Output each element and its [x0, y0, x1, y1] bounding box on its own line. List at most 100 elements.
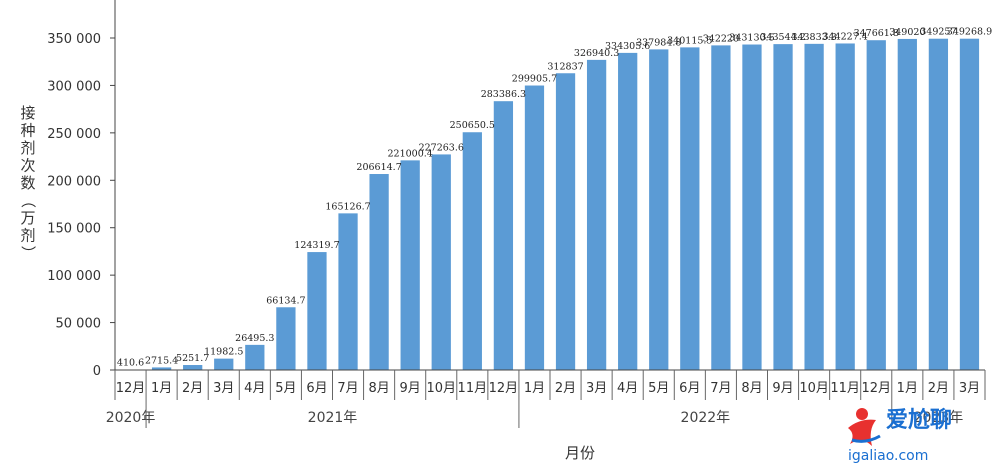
bar — [804, 43, 824, 371]
x-tick-label: 2月 — [182, 381, 203, 396]
data-label: 2715.4 — [145, 355, 178, 366]
y-axis-title-char: 接 — [20, 104, 35, 122]
bar — [897, 38, 917, 371]
bar — [400, 160, 420, 370]
data-label: 334305.6 — [605, 41, 650, 52]
x-tick-label: 11月 — [458, 381, 488, 396]
bar — [959, 38, 980, 370]
bar — [307, 252, 327, 370]
x-tick-label: 10月 — [426, 381, 456, 396]
data-label: 349268.9 — [947, 27, 992, 38]
x-tick-label: 9月 — [400, 381, 421, 396]
y-axis-title-char: 种 — [20, 122, 35, 140]
y-axis-title-char: 数 — [20, 174, 35, 192]
y-tick-label: 300 000 — [47, 79, 101, 94]
x-tick-label: 7月 — [337, 381, 358, 396]
x-tick-label: 6月 — [306, 381, 327, 396]
watermark-logo-icon — [848, 408, 881, 446]
y-tick-label: 0 — [93, 364, 101, 379]
data-label: 343544.2 — [760, 32, 805, 43]
y-tick-label: 100 000 — [47, 269, 101, 284]
bar — [151, 367, 172, 370]
y-axis-title-char: 剂 — [20, 139, 35, 157]
bar — [183, 365, 203, 370]
x-axis: 12月 1月 2月 3月 4月 5月 6月 7月 8月 9月 10月 11月 12月 1月 2月 3月 4月 5月… — [106, 369, 986, 428]
data-label: 326940.3 — [574, 48, 619, 59]
x-tick-label: 7月 — [710, 381, 731, 396]
x-tick-label: 5月 — [275, 381, 296, 396]
bar — [462, 132, 482, 370]
x-tick-label: 8月 — [741, 381, 762, 396]
x-tick-label: 2月 — [555, 381, 576, 396]
data-label: 227263.6 — [419, 142, 464, 153]
y-tick-label: 150 000 — [47, 222, 101, 237]
bar — [524, 85, 545, 371]
bar — [928, 38, 949, 371]
year-label: 2023年 — [914, 410, 964, 426]
x-tick-label: 3月 — [959, 381, 980, 396]
bar — [493, 101, 514, 370]
data-label: 349257 — [920, 27, 956, 38]
bar — [773, 44, 793, 371]
bar — [649, 49, 669, 370]
bar — [742, 44, 762, 371]
x-tick-label: 11月 — [830, 381, 860, 396]
x-tick-label: 1月 — [524, 381, 545, 396]
data-label: 344227.4 — [823, 31, 868, 42]
x-tick-label: 2月 — [928, 381, 949, 396]
data-label: 206614.7 — [356, 162, 401, 173]
bar — [431, 154, 451, 370]
bar — [276, 307, 296, 370]
data-label: 349020 — [889, 27, 925, 38]
data-label: 343130.5 — [729, 33, 774, 44]
y-axis-title-char: 万 — [20, 209, 35, 227]
x-tick-label: 12月 — [861, 381, 891, 396]
data-label: 410.6 — [117, 358, 144, 369]
bar — [586, 59, 607, 370]
data-label: 343833.3 — [791, 32, 836, 43]
data-label: 66134.7 — [266, 295, 305, 306]
x-tick-label: 12月 — [489, 381, 519, 396]
bar — [866, 40, 886, 370]
bar — [214, 358, 234, 370]
data-label: 337984.8 — [636, 37, 681, 48]
x-tick-label: 3月 — [213, 381, 234, 396]
x-tick-label: 9月 — [772, 381, 793, 396]
y-tick-label: 50 000 — [56, 317, 102, 332]
data-label: 221000.4 — [388, 148, 433, 159]
x-tick-label: 4月 — [617, 381, 638, 396]
x-tick-label: 3月 — [586, 381, 607, 396]
y-axis-title-char: （ — [19, 193, 37, 208]
bar — [245, 344, 265, 370]
data-label: 312837 — [547, 61, 583, 72]
x-tick-label: 4月 — [244, 381, 265, 396]
bar — [835, 43, 855, 371]
year-label: 2022年 — [681, 410, 731, 426]
x-axis-title: 月份 — [565, 444, 595, 462]
x-tick-label: 1月 — [151, 381, 172, 396]
data-label: 299905.7 — [512, 74, 557, 85]
bar — [555, 73, 576, 370]
watermark: 爱尬聊 igaliao.com — [848, 407, 952, 464]
x-tick-label: 10月 — [799, 381, 829, 396]
bar — [618, 52, 638, 370]
data-label: 26495.3 — [235, 333, 274, 344]
data-label: 165126.7 — [325, 201, 370, 212]
data-label: 250650.5 — [450, 120, 495, 131]
y-axis-title-char: 剂 — [20, 227, 35, 245]
y-tick-label: 350 000 — [47, 32, 101, 47]
data-label: 342220 — [703, 33, 739, 44]
bar — [338, 213, 358, 370]
watermark-url: igaliao.com — [848, 448, 928, 464]
x-tick-label: 1月 — [897, 381, 918, 396]
data-label: 11982.5 — [204, 347, 243, 358]
data-label: 340115.5 — [667, 35, 712, 46]
y-axis: 0 50 000 100 000 150 000 200 000 250 000 300 0… — [47, 0, 116, 379]
data-label: 124319.7 — [294, 240, 339, 251]
bar — [369, 174, 389, 370]
data-label: 347661.8 — [854, 28, 899, 39]
bar — [711, 45, 731, 371]
